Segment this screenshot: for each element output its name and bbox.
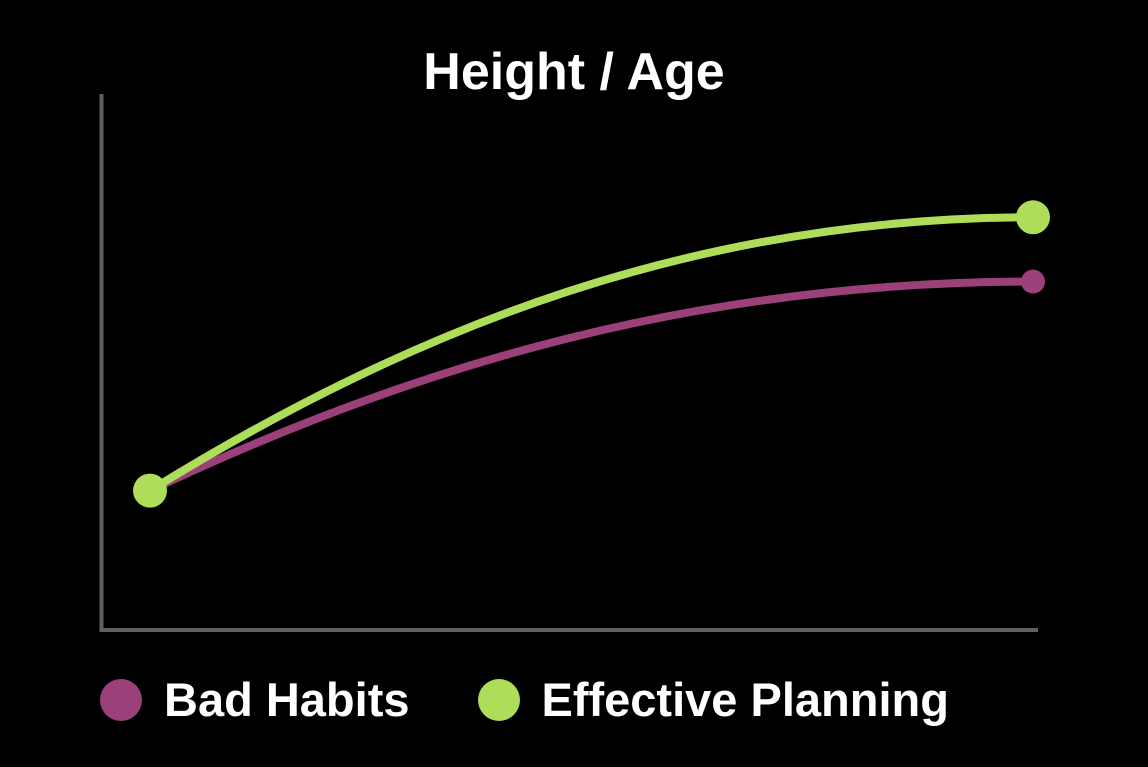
series-line-effective-planning (146, 213, 1037, 495)
data-point-effective-planning-1 (1016, 200, 1050, 235)
data-point-bad-habits-1 (1021, 269, 1045, 294)
chart-title: Height / Age (423, 43, 725, 101)
series-layer (133, 200, 1050, 508)
legend-item-effective-planning: Effective Planning (477, 670, 949, 730)
legend-swatch-effective-planning (477, 679, 520, 721)
legend-item-bad-habits: Bad Habits (100, 670, 410, 730)
legend-label-effective-planning: Effective Planning (541, 673, 949, 726)
legend-swatch-bad-habits (100, 679, 142, 721)
series-line-bad-habits (146, 277, 1037, 495)
axes (99, 94, 1038, 632)
legend: Bad Habits Effective Planning (100, 668, 1017, 732)
legend-label-bad-habits: Bad Habits (164, 673, 410, 726)
data-point-effective-planning-0 (133, 473, 167, 508)
